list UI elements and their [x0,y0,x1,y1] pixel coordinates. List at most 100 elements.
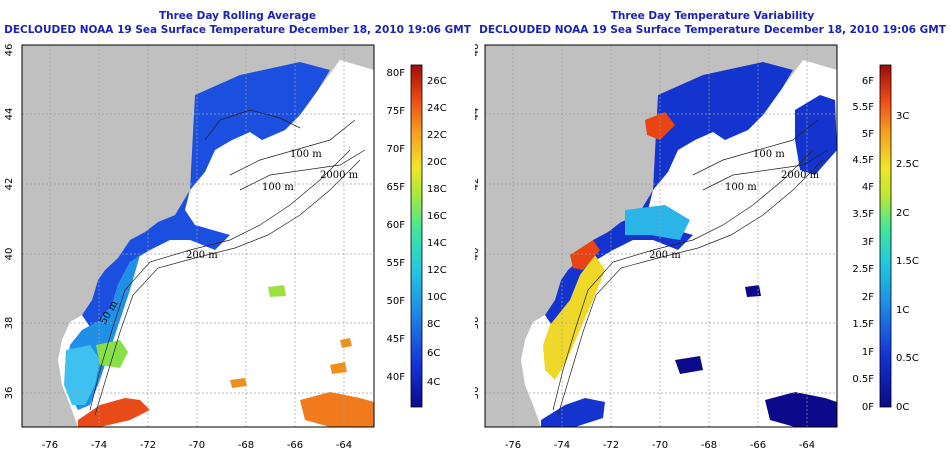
colorbar-label: 10C [427,292,447,303]
colorbar-label: 2C [896,208,909,219]
panel-title: Three Day Temperature Variability [610,10,815,22]
sst-gulf-stream [78,398,150,427]
sst-average-panel: Three Day Rolling Average DECLOUDED NOAA… [4,10,471,451]
contour-label: 100 m [262,182,294,193]
sst-variability-map: 100 m 100 m 2000 m 200 m -76 -74 -72 -70… [475,44,919,451]
x-tick-label: -76 [42,440,58,451]
x-axis: -76 -74 -72 -70 -68 -66 -64 [42,440,352,451]
colorbar-label: 4.5F [852,155,874,166]
y-tick-label: 36 [475,387,481,400]
colorbar-label: 1C [896,305,909,316]
colorbar-label: 3.5F [852,209,874,220]
x-tick-label: -68 [238,440,254,451]
colorbar-label: 1.5C [896,256,919,267]
colorbar-label: 2.5F [852,264,874,275]
bathymetry-contours [552,119,829,416]
sst-orange-spots [230,338,352,388]
y-tick-label: 36 [4,387,15,400]
contour-label: 100 m [290,149,322,160]
var-scattered [675,285,837,427]
colorbar-label: 40F [387,372,406,383]
colorbar-label: 4C [427,377,440,388]
colorbar [879,64,892,408]
contour-label: 2000 m [781,170,820,181]
map-border [21,44,375,428]
colorbar-label: 5F [862,129,874,140]
colorbar-label: 70F [387,144,406,155]
y-tick-label: 38 [4,317,15,330]
colorbar-label: 2.5C [896,159,919,170]
colorbar-label: 14C [427,238,447,249]
colorbar-label: 18C [427,184,447,195]
x-tick-label: -74 [91,440,107,451]
y-tick-label: 44 [4,108,15,121]
x-tick-label: -72 [140,440,156,451]
colorbar-label: 5.5F [852,102,874,113]
colorbar-label: 65F [387,182,406,193]
map-border [484,44,838,428]
var-gulf-stream [541,398,605,427]
y-tick-label: 46 [475,44,481,57]
var-northern-patch [795,95,837,175]
y-tick-label: 46 [4,44,15,57]
x-axis: -76 -74 -72 -70 -68 -66 -64 [505,440,815,451]
y-tick-label: 40 [475,248,481,261]
panel-title: Three Day Rolling Average [158,10,317,22]
contour-label: 100 m [725,182,757,193]
sst-gulf-stream-east [300,392,374,427]
colorbar-fahrenheit-labels: 6F 5.5F 5F 4.5F 4F 3.5F 3F 2.5F 2F 1.5F … [852,76,874,413]
x-tick-label: -68 [701,440,717,451]
x-tick-label: -70 [652,440,668,451]
colorbar-label: 6C [427,348,440,359]
x-tick-label: -70 [189,440,205,451]
x-tick-label: -66 [750,440,766,451]
sst-warm-nearshore [64,345,100,405]
x-tick-label: -74 [554,440,570,451]
sst-cold-band [82,62,330,330]
colorbar-label: 0.5F [852,374,874,385]
colorbar-celsius-labels: 3C 2.5C 2C 1.5C 1C 0.5C 0C [896,111,919,413]
y-tick-label: 44 [475,108,481,121]
colorbar-label: 1F [862,347,874,358]
x-tick-label: -64 [336,440,352,451]
var-high-band [543,255,605,380]
colorbar-label: 6F [862,76,874,87]
colorbar-label: 0F [862,402,874,413]
colorbar-celsius-labels: 26C 24C 22C 20C 18C 16C 14C 12C 10C 8C 6… [427,76,447,388]
contour-label: 200 m [649,250,681,261]
y-tick-label: 40 [4,248,15,261]
colorbar-fahrenheit-labels: 80F 75F 70F 65F 60F 55F 50F 45F 40F [387,68,406,383]
colorbar-label: 75F [387,106,406,117]
colorbar-label: 24C [427,103,447,114]
panel-subtitle: DECLOUDED NOAA 19 Sea Surface Temperatur… [4,24,471,36]
colorbar-label: 4F [862,182,874,193]
colorbar-label: 2F [862,292,874,303]
colorbar-label: 50F [387,296,406,307]
contour-label: 100 m [753,149,785,160]
var-low-band [545,62,793,330]
colorbar-label: 0C [896,402,909,413]
y-tick-label: 42 [4,178,15,191]
colorbar-label: 12C [427,265,447,276]
sst-variability-panel: Three Day Temperature Variability DECLOU… [475,0,950,475]
y-tick-label: 38 [475,317,481,330]
colorbar-label: 20C [427,157,447,168]
colorbar-label: 45F [387,334,406,345]
panel-subtitle: DECLOUDED NOAA 19 Sea Surface Temperatur… [479,24,946,36]
sst-average-map: 100 m 100 m 2000 m 200 m 50 m -76 -74 -7… [4,44,447,451]
x-tick-label: -76 [505,440,521,451]
x-tick-label: -72 [603,440,619,451]
var-hot-band [570,112,675,270]
land-mass [22,45,374,427]
colorbar-label: 80F [387,68,406,79]
colorbar-label: 0.5C [896,353,919,364]
sst-green-patch [96,340,128,368]
colorbar-label: 16C [427,211,447,222]
bathymetry-contours [89,109,366,416]
contour-label: 2000 m [320,170,359,181]
colorbar-label: 60F [387,220,406,231]
colorbar-label: 3C [896,111,909,122]
x-tick-label: -64 [799,440,815,451]
var-mid-band [625,205,690,240]
colorbar-label: 1.5F [852,319,874,330]
